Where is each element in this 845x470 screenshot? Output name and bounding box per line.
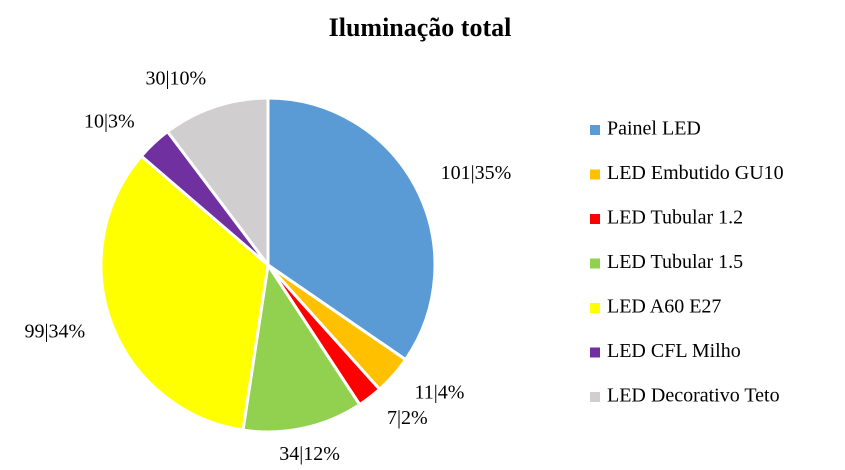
data-label: 101|35% [441, 162, 512, 184]
chart-title: Iluminação total [329, 13, 512, 42]
pie-slice [266, 96, 437, 362]
data-label: 10|3% [84, 110, 135, 132]
legend-swatch [590, 347, 600, 358]
data-label: 7|2% [387, 407, 428, 429]
data-label: 11|4% [414, 381, 464, 403]
legend-swatch [590, 303, 600, 313]
legend-swatch [590, 125, 600, 135]
data-label: 99|34% [24, 320, 85, 342]
legend-label: LED Tubular 1.2 [607, 207, 743, 229]
legend-label: Painel LED [607, 118, 701, 140]
legend-label: LED A60 E27 [607, 296, 721, 318]
legend-label: LED CFL Milho [607, 340, 741, 362]
legend-swatch [590, 258, 600, 269]
legend-label: LED Decorativo Teto [607, 385, 780, 407]
pie-slice [99, 154, 270, 432]
data-label: 30|10% [145, 68, 206, 90]
legend-label: LED Tubular 1.5 [607, 251, 743, 273]
pie-slice [241, 260, 362, 434]
pie-slice [165, 96, 270, 270]
legend-swatch [590, 214, 600, 224]
legend-label: LED Embutido GU10 [607, 162, 784, 184]
data-label: 34|12% [279, 443, 340, 465]
legend-swatch [590, 392, 600, 402]
legend-swatch [590, 169, 600, 180]
